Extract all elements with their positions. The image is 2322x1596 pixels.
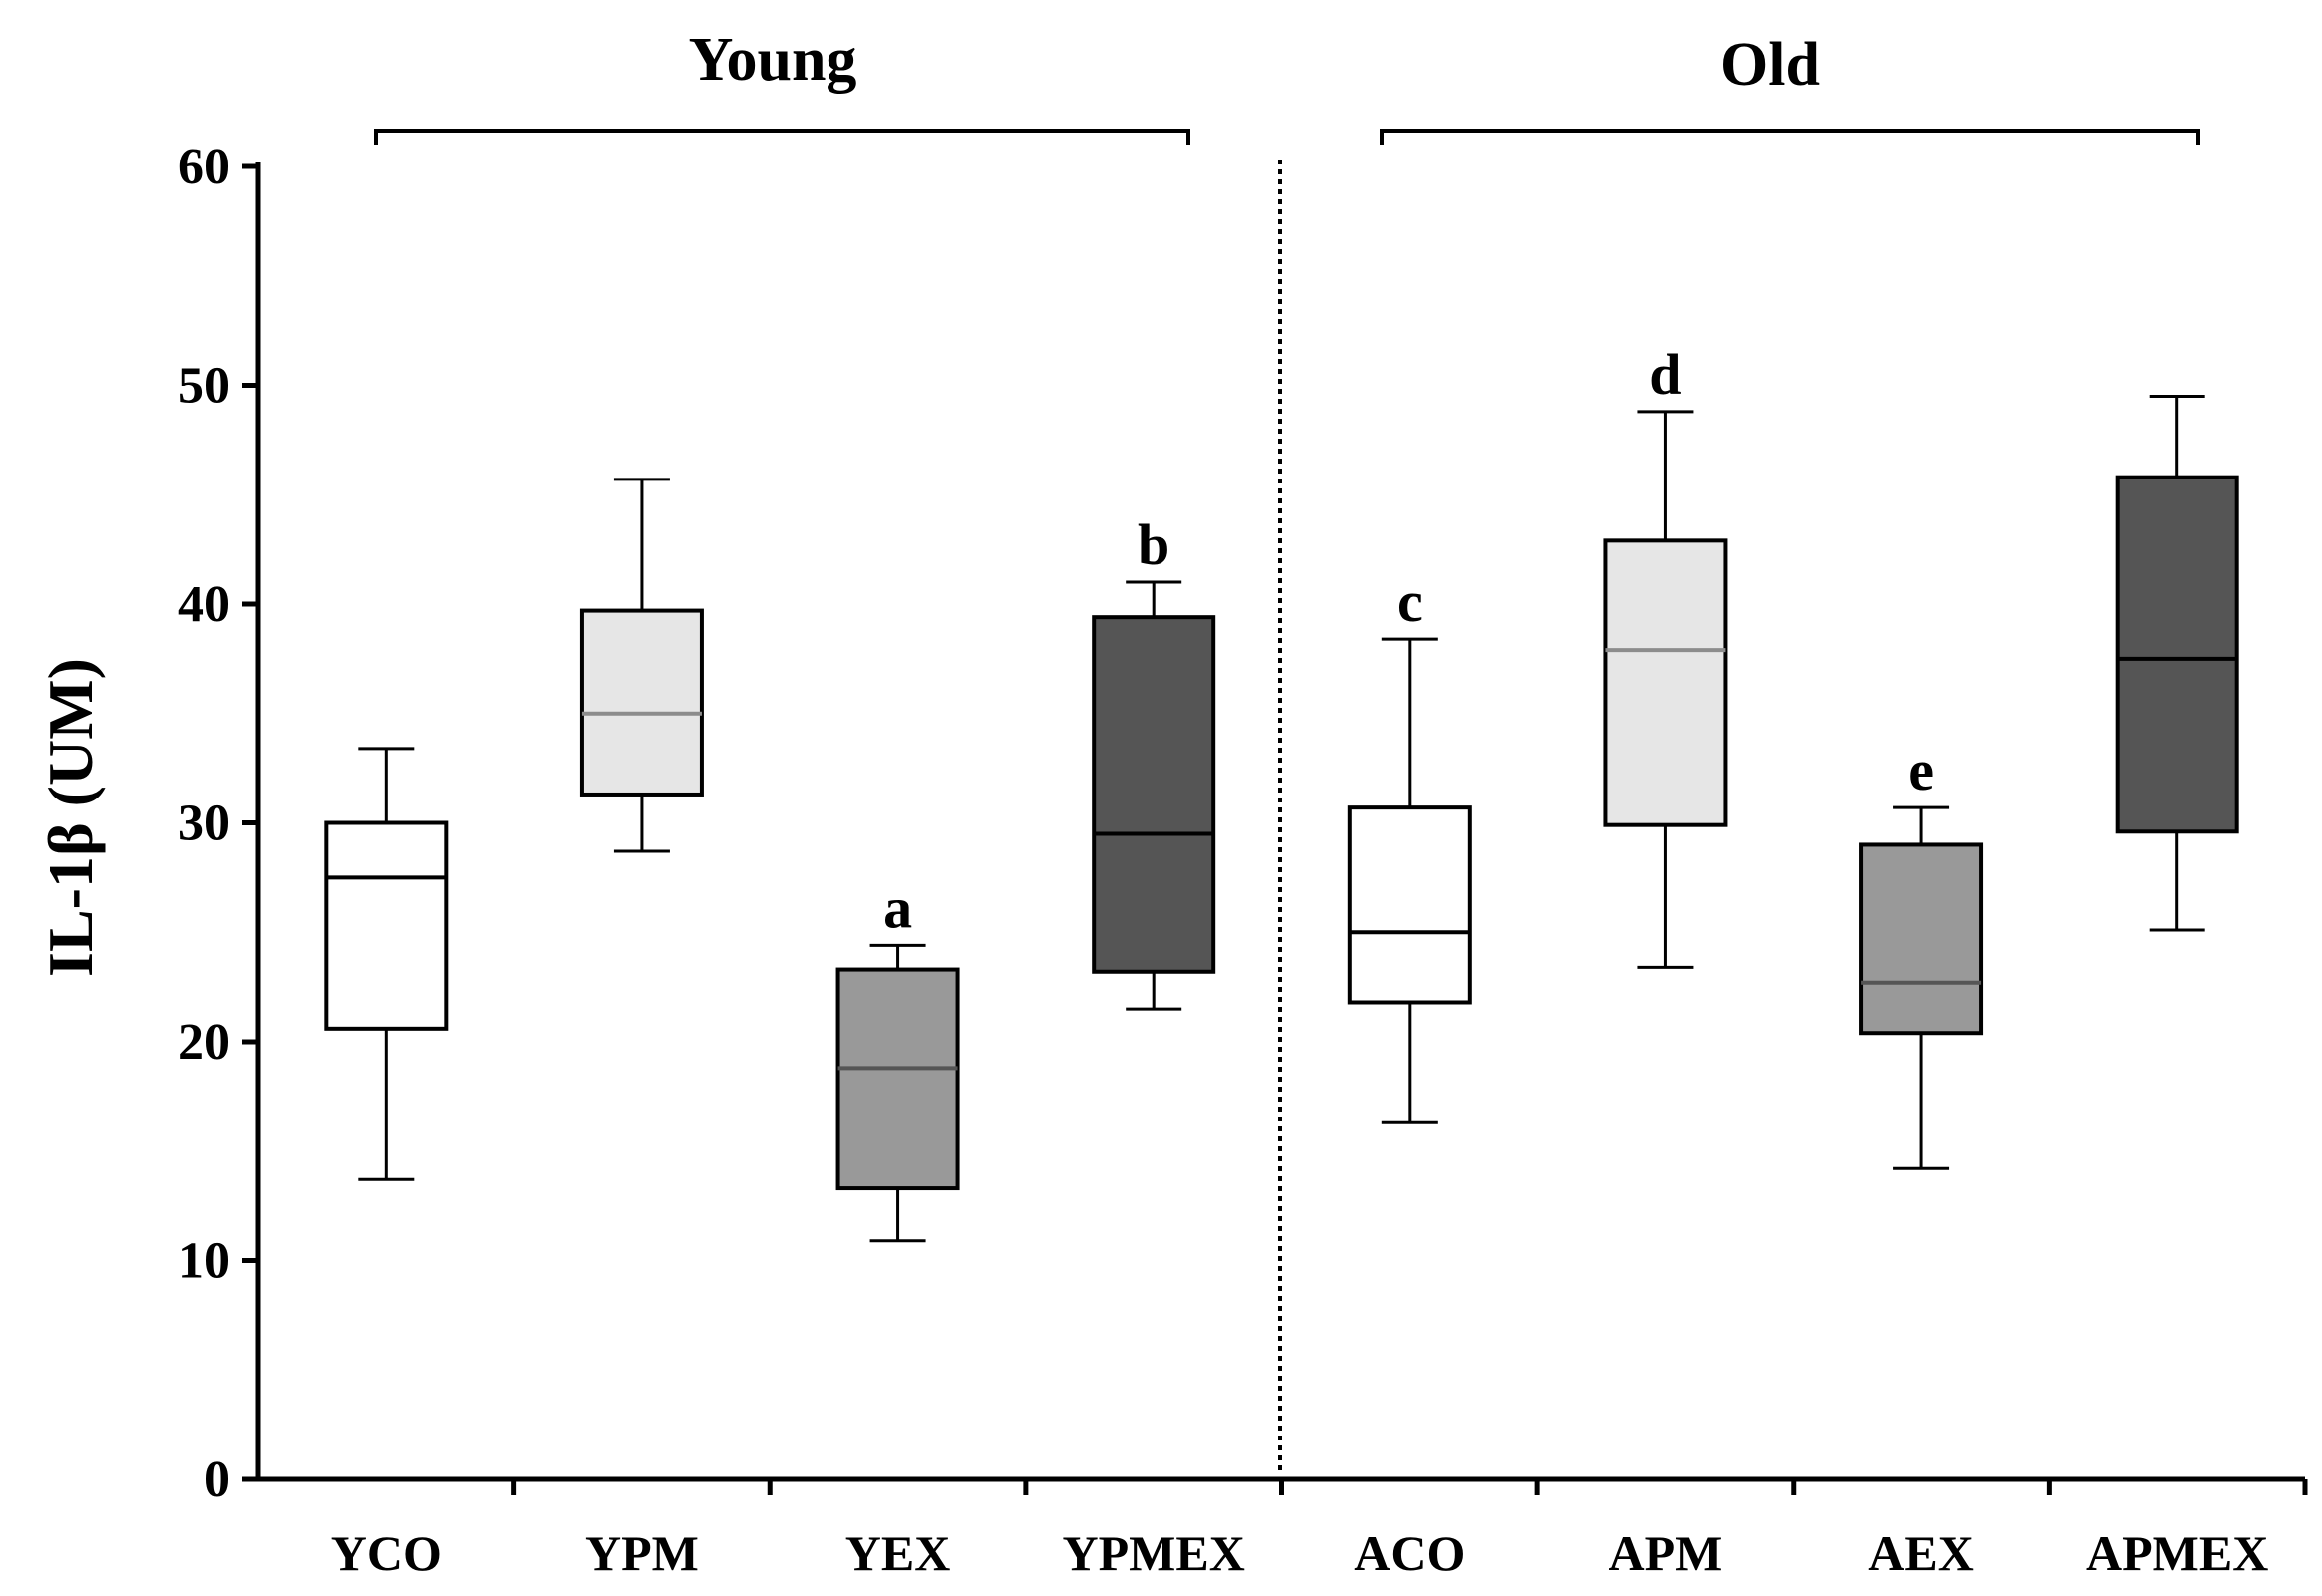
y-tick-label: 10	[178, 1233, 230, 1290]
significance-annotation: b	[1138, 512, 1169, 577]
x-tick-label: YEX	[845, 1525, 951, 1581]
box-ypmex: b	[1092, 512, 1216, 1011]
y-tick-label: 40	[178, 576, 230, 633]
y-tick-label: 30	[178, 796, 230, 852]
box-iqr	[835, 967, 960, 1191]
y-tick-label: 0	[204, 1451, 230, 1508]
box-yex: a	[835, 875, 960, 1243]
box-iqr	[579, 608, 704, 797]
x-tick-label: APMEX	[2086, 1525, 2268, 1581]
x-tick-label: ACO	[1354, 1525, 1465, 1581]
significance-annotation: a	[883, 875, 912, 940]
box-yco	[324, 747, 449, 1181]
x-tick-label: APM	[1609, 1525, 1723, 1581]
group-label-old: Old	[1720, 31, 1820, 99]
group-bracket-young	[374, 129, 1190, 145]
group-bracket-old	[1380, 129, 2200, 145]
x-tick-label: YPM	[585, 1525, 699, 1581]
box-ypm	[579, 478, 704, 853]
significance-annotation: e	[1908, 738, 1934, 802]
x-tick-label: YCO	[331, 1525, 442, 1581]
box-apm: d	[1603, 342, 1728, 969]
y-tick-label: 50	[178, 358, 230, 415]
box-iqr	[1603, 538, 1728, 827]
y-tick-label: 60	[178, 139, 230, 195]
y-axis-label: IL-1β (UM)	[35, 658, 106, 977]
box-iqr	[1347, 805, 1472, 1005]
significance-annotation: d	[1649, 342, 1681, 407]
box-iqr	[324, 820, 449, 1031]
box-aco: c	[1347, 569, 1472, 1124]
y-tick-label: 20	[178, 1014, 230, 1071]
group-label-young: Young	[689, 26, 857, 94]
x-tick-label: YPMEX	[1063, 1525, 1245, 1581]
box-aex: e	[1859, 738, 1984, 1170]
box-iqr	[1859, 842, 1984, 1036]
box-iqr	[2115, 475, 2239, 834]
significance-annotation: c	[1397, 569, 1423, 634]
x-tick-label: AEX	[1868, 1525, 1974, 1581]
box-apmex	[2115, 394, 2239, 932]
box-iqr	[1092, 615, 1216, 974]
